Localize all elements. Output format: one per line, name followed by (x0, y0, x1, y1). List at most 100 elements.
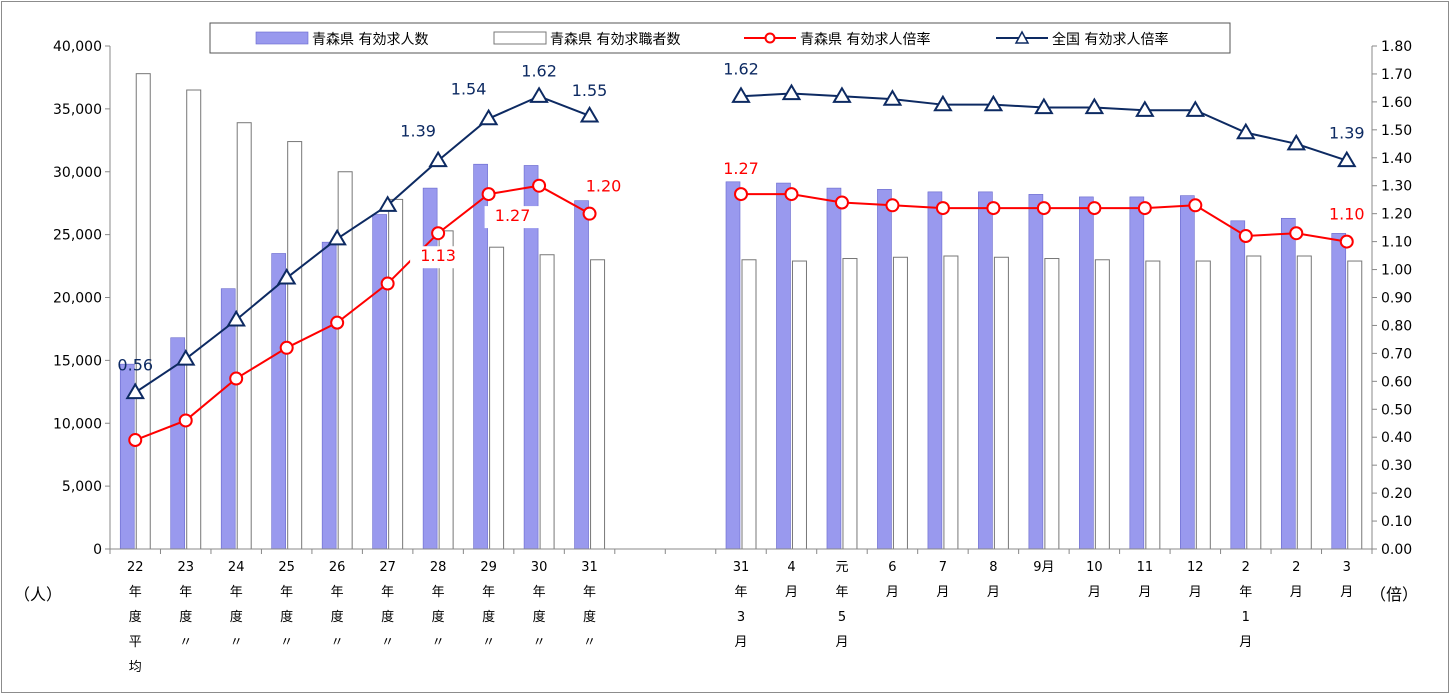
bar-openings (372, 214, 387, 550)
x-tick-label: 〃 (381, 635, 394, 650)
x-tick-label: 24 (228, 560, 245, 575)
bar-seekers (1044, 258, 1060, 550)
x-tick-label: 30 (531, 560, 548, 575)
y-right-tick-label: 1.70 (1381, 67, 1412, 83)
y-right-tick-label: 1.60 (1381, 95, 1412, 111)
legend: 青森県 有効求人数 青森県 有効求職者数 青森県 有効求人倍率 全国 有効求人倍率 (209, 22, 1231, 54)
axes-layer: 0 5,000 10,000 15,000 20,000 25,000 30,000 35,0… (14, 39, 1418, 675)
x-tick-label: 12 (1187, 560, 1204, 575)
legend-swatch-national-marker (1014, 30, 1030, 44)
x-tick-label: 度 (129, 609, 142, 625)
x-tick-label: 29 (480, 560, 497, 575)
aomori-ratio-line (134, 184, 591, 441)
x-tick-label: 7 (939, 560, 947, 575)
national-ratio-point (1337, 150, 1357, 168)
x-tick-label: 年 (835, 585, 848, 600)
bar-openings (1129, 196, 1145, 550)
national-ratio-point (983, 94, 1004, 112)
data-label: 1.39 (1329, 124, 1365, 143)
national-ratio-point (125, 382, 145, 400)
bar-seekers (1347, 260, 1363, 550)
bar-openings (170, 337, 186, 550)
data-label: 1.54 (451, 80, 487, 99)
bars-layer (119, 73, 1363, 550)
data-label: 1.27 (723, 159, 759, 178)
x-tick-label: 度 (331, 609, 344, 625)
bar-openings (725, 181, 741, 550)
bar-openings (1280, 217, 1296, 550)
national-ratio-point (1135, 100, 1155, 117)
x-tick-label: 5 (838, 610, 846, 625)
bar-openings (1180, 195, 1195, 550)
x-tick-label: 〃 (432, 635, 445, 650)
data-label: 1.62 (521, 61, 557, 80)
aomori-ratio-point (532, 178, 547, 193)
bar-openings (1331, 233, 1347, 550)
national-ratio-point (933, 94, 953, 112)
aomori-ratio-point (986, 201, 1001, 216)
national-ratio-point (478, 108, 499, 126)
aomori-ratio-point (1087, 201, 1102, 216)
data-label: 1.20 (586, 177, 622, 196)
bar-openings (776, 182, 791, 550)
y-right-tick-label: 1.50 (1381, 123, 1412, 139)
national-ratio-line (134, 95, 590, 394)
bar-openings (877, 189, 892, 550)
x-tick-label: 年 (583, 585, 596, 600)
x-tick-label: 年 (381, 585, 394, 600)
national-ratio-point (1034, 97, 1054, 115)
x-tick-label: 月 (1239, 635, 1252, 650)
x-tick-label: 3 (1343, 560, 1351, 575)
x-tick-label: 〃 (533, 635, 546, 650)
national-ratio-point (832, 86, 852, 103)
bar-seekers (1145, 260, 1161, 550)
x-tick-label: 〃 (482, 635, 495, 650)
data-label-bg (484, 206, 541, 229)
lines-layer (125, 83, 1357, 448)
bar-seekers (842, 258, 858, 550)
y-right-tick-label: 0.10 (1381, 514, 1412, 530)
x-tick-label: 11 (1137, 560, 1154, 575)
x-tick-label: 年 (533, 585, 546, 600)
y-left-unit: （人） (14, 585, 62, 604)
data-label: 1.39 (400, 122, 436, 141)
x-tick-label: 平 (129, 635, 142, 650)
data-label: 1.10 (1329, 205, 1365, 224)
x-tick-label: 年 (482, 585, 495, 600)
x-tick-label: 度 (230, 609, 243, 625)
national-ratio-point (1286, 133, 1307, 151)
aomori-ratio-point (1036, 201, 1051, 216)
x-tick-label: 月 (1290, 585, 1303, 600)
y-left-tick-label: 40,000 (53, 39, 102, 55)
y-right-tick-label: 0.20 (1381, 486, 1412, 502)
data-label-bg (410, 246, 467, 269)
legend-swatch-aomori-marker (764, 32, 776, 44)
bar-seekers (539, 254, 555, 550)
x-tick-label: 2 (1292, 560, 1300, 575)
x-tick-label: 度 (280, 609, 293, 625)
x-tick-label: 8 (989, 560, 997, 575)
y-left-tick-label: 10,000 (53, 416, 102, 432)
national-ratio-point (226, 309, 246, 327)
x-tick-label: 31 (733, 560, 750, 575)
bar-seekers (135, 73, 151, 550)
y-right-tick-label: 1.00 (1381, 263, 1412, 279)
x-tick-label: 月 (886, 585, 899, 600)
legend-swatch-seekers (493, 31, 547, 45)
aomori-ratio-point (380, 276, 395, 291)
y-right-tick-label: 1.20 (1381, 207, 1412, 223)
aomori-ratio-point (1339, 234, 1354, 249)
x-tick-label: 月 (1189, 585, 1202, 600)
x-tick-label: 月 (835, 635, 848, 650)
x-tick-label: 26 (329, 560, 346, 575)
x-tick-label: 月 (1088, 585, 1101, 600)
x-tick-label: 〃 (179, 635, 192, 650)
bar-openings (826, 187, 842, 550)
legend-swatch-openings (255, 31, 309, 45)
y-right-tick-label: 1.40 (1381, 151, 1412, 167)
national-ratio-point (731, 86, 751, 103)
legend-box (209, 22, 1231, 54)
aomori-ratio-point (1188, 198, 1203, 213)
bar-seekers (236, 122, 252, 550)
x-tick-label: 度 (482, 609, 495, 625)
